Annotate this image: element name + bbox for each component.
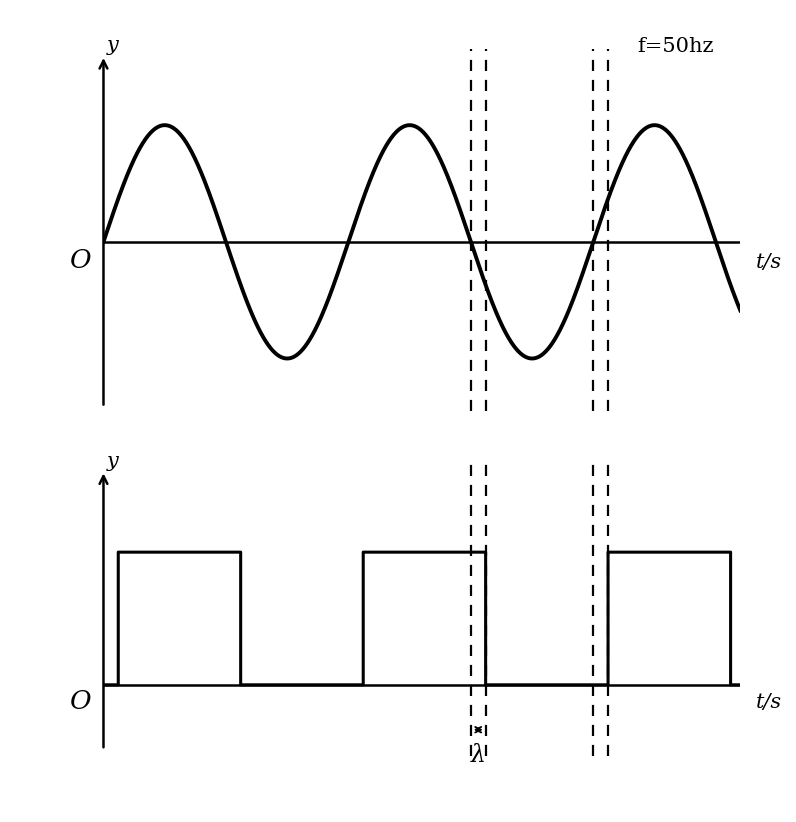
Text: O: O (69, 247, 92, 273)
Text: t/s: t/s (756, 253, 782, 273)
Text: t/s: t/s (756, 693, 782, 712)
Text: λ: λ (470, 744, 486, 767)
Text: O: O (69, 689, 92, 713)
Text: y: y (107, 451, 119, 470)
Text: y: y (107, 36, 119, 55)
Text: f=50hz: f=50hz (637, 37, 713, 56)
